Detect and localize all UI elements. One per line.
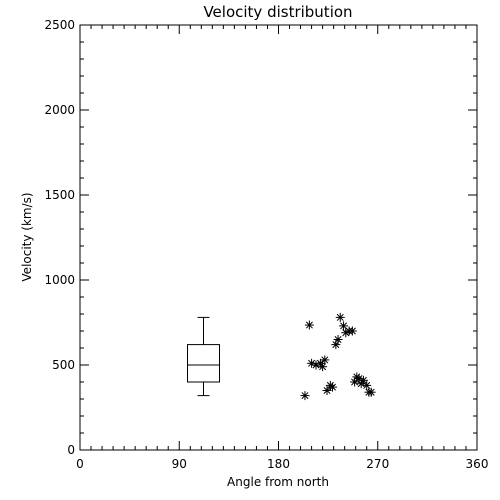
data-point	[366, 387, 376, 397]
data-point-stroke	[363, 381, 371, 389]
scatter-points	[300, 312, 376, 401]
data-point	[304, 320, 314, 330]
data-point	[358, 375, 368, 385]
data-point	[350, 377, 360, 387]
data-point-stroke	[316, 359, 324, 367]
data-point-stroke	[301, 392, 309, 400]
data-point-stroke	[359, 376, 367, 384]
plot-frame	[79, 24, 478, 451]
data-point	[328, 382, 338, 392]
boxplot	[187, 316, 221, 397]
data-point	[318, 362, 328, 372]
y-tick-label: 0	[67, 443, 75, 457]
y-tick-label: 500	[52, 358, 75, 372]
data-point-stroke	[321, 356, 329, 364]
boxplot-box	[187, 344, 221, 383]
data-point-stroke	[323, 386, 331, 395]
data-point-stroke	[355, 375, 363, 383]
data-point	[362, 380, 372, 390]
x-tick-label: 360	[466, 457, 489, 471]
y-tick-label: 2000	[44, 103, 75, 117]
data-point	[347, 326, 357, 336]
data-point-stroke	[319, 363, 327, 371]
y-tick-label: 2500	[44, 18, 75, 32]
x-tick-label: 0	[76, 457, 84, 471]
x-tick-label: 270	[366, 457, 389, 471]
y-tick-label: 1000	[44, 273, 75, 287]
data-point	[335, 312, 345, 322]
data-point-stroke	[308, 359, 316, 367]
x-axis-label: Angle from north	[227, 475, 329, 489]
data-point	[333, 335, 343, 344]
x-tick-label: 90	[172, 457, 187, 471]
data-point	[320, 355, 330, 365]
y-axis-label: Velocity (km/s)	[20, 192, 34, 281]
data-point-stroke	[305, 321, 313, 329]
y-tick-label: 1500	[44, 188, 75, 202]
data-point	[322, 386, 332, 395]
data-point	[339, 321, 349, 331]
data-point-stroke	[329, 383, 337, 391]
x-tick-label: 180	[267, 457, 290, 471]
data-point	[300, 391, 310, 401]
data-point-stroke	[336, 313, 344, 321]
data-point-stroke	[367, 388, 375, 396]
data-point-stroke	[334, 335, 342, 344]
axis-ticks	[79, 24, 478, 451]
axis-tick-labels: 0 90 180 270 360 0 500 1000 1500 2000 2500	[44, 18, 488, 471]
chart-title: Velocity distribution	[203, 3, 352, 21]
data-point-stroke	[340, 322, 348, 330]
data-point-stroke	[348, 327, 356, 335]
